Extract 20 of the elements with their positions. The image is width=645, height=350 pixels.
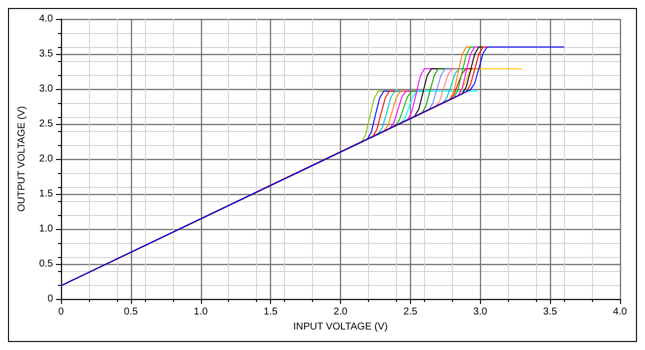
x-tick-label: 1.5 — [264, 306, 278, 318]
y-tick-label: 0 — [47, 294, 54, 304]
x-tick-label: 0 — [58, 306, 64, 318]
y-tick-label: 4.0 — [39, 14, 54, 24]
x-tick-label: 0.5 — [124, 306, 138, 318]
x-tick-label: 3.5 — [543, 306, 558, 318]
x-tick-label: 2.0 — [334, 306, 348, 318]
y-tick-label: 3.5 — [39, 48, 54, 60]
x-tick-label: 4.0 — [613, 306, 628, 318]
x-tick-label: 1.0 — [194, 306, 208, 318]
y-tick-label: 2.0 — [39, 154, 54, 164]
x-axis-title: INPUT VOLTAGE (V) — [293, 321, 388, 332]
y-axis-title: OUTPUT VOLTAGE (V) — [16, 106, 28, 212]
y-tick-label: 2.5 — [39, 118, 54, 130]
y-tick-label: 1.0 — [39, 224, 54, 234]
y-tick-label: 3.0 — [39, 84, 54, 94]
x-tick-label: 3.0 — [473, 306, 488, 318]
y-tick-label: 1.5 — [39, 188, 54, 200]
x-tick-label: 2.5 — [403, 306, 418, 318]
y-tick-label: 0.5 — [39, 258, 54, 270]
